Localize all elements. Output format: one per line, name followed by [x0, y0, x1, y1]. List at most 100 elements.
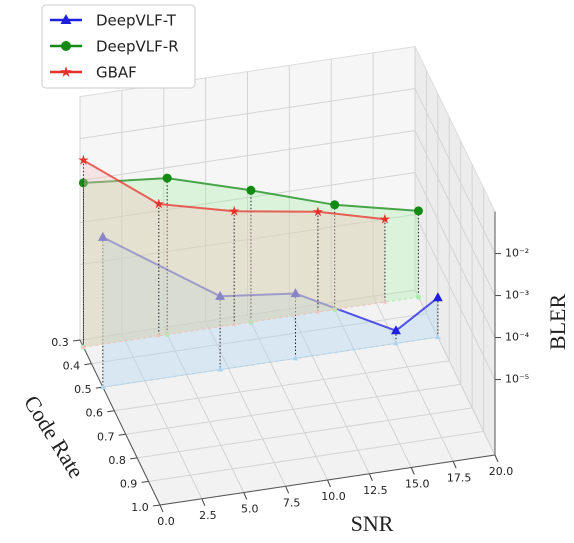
x-axis-line — [159, 454, 496, 506]
marker — [100, 384, 106, 390]
z-tick-label: 10⁻² — [505, 247, 529, 260]
marker — [60, 66, 72, 77]
area-fill — [102, 237, 438, 388]
z-tick-label: 10⁻³ — [505, 289, 529, 302]
marker — [60, 14, 72, 24]
marker — [290, 288, 301, 298]
marker — [315, 309, 321, 315]
grid-line — [114, 360, 450, 412]
marker — [432, 292, 443, 302]
marker — [330, 200, 340, 210]
grid-line — [247, 314, 328, 481]
y-tick-label: 0.6 — [86, 407, 104, 420]
grid-line — [288, 308, 370, 474]
x-tick-label: 5.0 — [241, 503, 259, 516]
tick-mark — [107, 410, 115, 413]
marker — [246, 185, 256, 195]
legend-label: DeepVLF-R — [96, 38, 179, 56]
marker — [312, 206, 324, 217]
marker — [217, 366, 223, 372]
legend-label: GBAF — [96, 64, 137, 82]
marker — [78, 178, 88, 188]
z-axis-label: BLER — [545, 294, 570, 351]
marker — [231, 321, 237, 327]
marker — [80, 344, 87, 350]
grid-line — [79, 130, 416, 182]
x-tick-label: 7.5 — [283, 496, 301, 509]
marker — [97, 231, 108, 241]
grid-line — [125, 383, 461, 435]
tick-mark — [152, 504, 161, 507]
grid-line — [205, 321, 287, 487]
marker — [229, 205, 240, 216]
z-tick-label: 10⁻⁴ — [505, 331, 530, 344]
y-tick-label: 0.5 — [74, 383, 92, 396]
x-tick-label: 0.0 — [157, 515, 175, 528]
y-axis-line — [79, 339, 161, 506]
marker — [156, 332, 162, 339]
marker — [435, 334, 441, 340]
y-axis-label: Code Rate — [19, 391, 89, 482]
legend-label: DeepVLF-T — [96, 12, 177, 30]
tick-mark — [130, 457, 138, 460]
marker — [413, 206, 423, 216]
tick-mark — [72, 339, 81, 342]
marker — [61, 41, 71, 51]
grid-line — [414, 88, 496, 254]
marker — [382, 299, 388, 305]
marker — [292, 355, 299, 361]
grid-line — [414, 172, 496, 338]
marker — [393, 340, 399, 346]
grid-line — [79, 172, 416, 224]
marker — [391, 325, 401, 335]
tick-mark — [285, 486, 290, 494]
y-tick-label: 0.7 — [97, 430, 115, 443]
grid-line — [372, 296, 454, 462]
y-tick-label: 1.0 — [131, 501, 149, 514]
z-tick-label: 10⁻⁵ — [505, 373, 529, 386]
grid-line — [121, 333, 203, 499]
grid-line — [414, 130, 496, 296]
grid-line — [79, 214, 416, 266]
tick-mark — [159, 504, 164, 513]
tick-mark — [410, 467, 415, 475]
y-tick-label: 0.4 — [63, 360, 81, 373]
x-tick-label: 20.0 — [489, 465, 514, 478]
x-tick-label: 2.5 — [199, 509, 217, 522]
y-tick-label: 0.9 — [120, 477, 138, 490]
tick-mark — [118, 433, 126, 436]
tick-mark — [494, 454, 499, 463]
grid-line — [414, 289, 496, 456]
tick-mark — [84, 363, 92, 366]
grid-line — [137, 407, 473, 459]
y-tick-label: 0.3 — [51, 336, 69, 349]
legend-box — [41, 4, 196, 89]
tick-mark — [201, 498, 206, 506]
marker — [215, 290, 226, 300]
grid-line — [148, 430, 484, 482]
x-axis-label: SNR — [351, 511, 394, 536]
grid-line — [79, 88, 416, 140]
legend: DeepVLF-T DeepVLF-R GBAF — [41, 4, 196, 89]
tick-mark — [327, 479, 331, 488]
tick-mark — [452, 461, 457, 469]
grid-line — [414, 214, 496, 380]
grid-line — [163, 327, 245, 493]
axes-panes — [72, 46, 501, 513]
grid-line — [79, 289, 416, 341]
x-tick-label: 17.5 — [447, 471, 472, 484]
x-tick-label: 12.5 — [363, 484, 388, 497]
marker — [78, 154, 89, 165]
tick-mark — [368, 473, 373, 481]
marker — [379, 213, 391, 224]
marker — [162, 173, 172, 183]
tick-mark — [141, 480, 149, 483]
marker — [153, 198, 164, 209]
tick-mark — [243, 492, 248, 500]
grid-line — [330, 302, 412, 468]
x-tick-label: 10.0 — [321, 490, 346, 503]
marker — [415, 294, 421, 300]
x-tick-label: 15.0 — [405, 478, 430, 491]
y-tick-label: 0.8 — [108, 454, 126, 467]
